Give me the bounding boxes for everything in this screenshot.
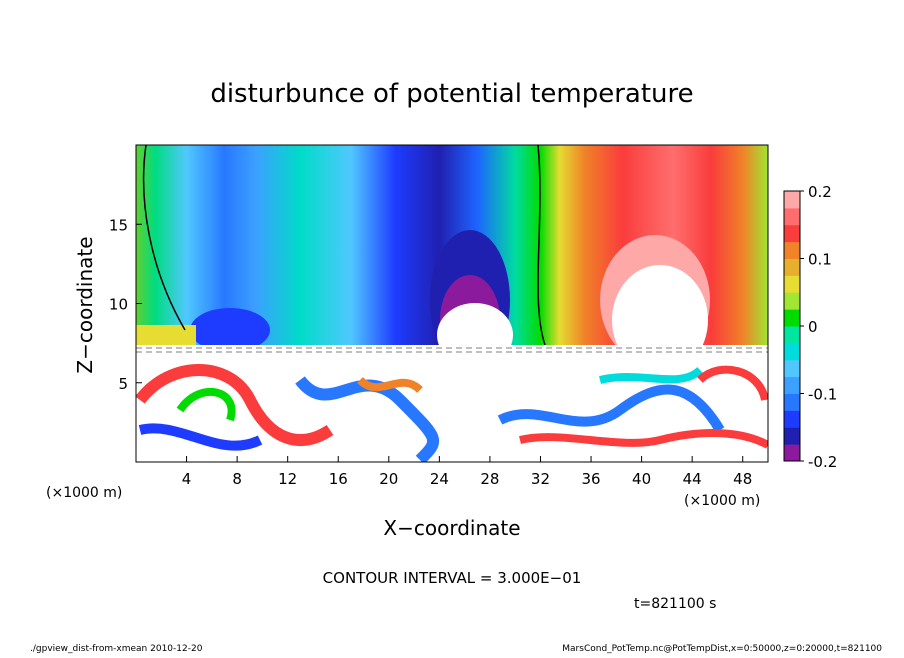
colorbar-tick-label: -0.1 <box>808 386 837 404</box>
colorbar-swatch <box>784 410 800 428</box>
field <box>136 145 768 462</box>
contour-interval: CONTOUR INTERVAL = 3.000E−01 <box>323 569 582 587</box>
x-tick-label: 12 <box>278 470 297 488</box>
y-tick-label: 5 <box>118 375 128 393</box>
x-tick-label: 4 <box>182 470 192 488</box>
colorbar-swatch <box>784 359 800 378</box>
colorbar-tick-label: 0.2 <box>808 183 832 201</box>
x-axis-label: X−coordinate <box>383 516 520 540</box>
x-tick-label: 24 <box>430 470 449 488</box>
colorbar-tick-label: -0.2 <box>808 453 837 471</box>
colorbar-swatch <box>784 393 800 411</box>
footer-left: ./gpview_dist-from-xmean 2010-12-20 <box>30 644 203 654</box>
x-tick-label: 40 <box>632 470 651 488</box>
colorbar-swatch <box>784 427 800 445</box>
colorbar-swatch <box>784 207 800 226</box>
x-tick-label: 32 <box>531 470 550 488</box>
colorbar-swatch <box>784 191 800 209</box>
y-axis-label: Z−coordinate <box>73 236 97 373</box>
y-tick-label: 10 <box>109 296 128 314</box>
x-tick-label: 48 <box>733 470 752 488</box>
colorbar-swatch <box>784 376 800 394</box>
colorbar-swatch <box>784 326 800 344</box>
chart-title: disturbunce of potential temperature <box>210 79 693 109</box>
x-tick-label: 44 <box>683 470 702 488</box>
footer-right: MarsCond_PotTemp.nc@PotTempDist,x=0:5000… <box>562 644 882 654</box>
colorbar-swatch <box>784 309 800 327</box>
colorbar-swatch <box>784 342 800 361</box>
y-unit: (×1000 m) <box>46 485 122 501</box>
colorbar-swatch <box>784 275 800 293</box>
colorbar-swatch <box>784 444 800 462</box>
x-unit: (×1000 m) <box>684 493 760 509</box>
y-tick-label: 15 <box>109 216 128 234</box>
colorbar-swatch <box>784 224 800 243</box>
colorbar-tick-label: 0 <box>808 318 818 336</box>
colorbar-swatch <box>784 241 800 259</box>
time-label: t=821100 s <box>634 596 716 612</box>
x-tick-label: 20 <box>379 470 398 488</box>
colorbar-tick-label: 0.1 <box>808 251 832 269</box>
x-tick-label: 16 <box>329 470 348 488</box>
x-tick-label: 28 <box>480 470 499 488</box>
colorbar-swatch <box>784 292 800 310</box>
colorbar-swatch <box>784 258 800 276</box>
x-tick-label: 36 <box>581 470 600 488</box>
x-tick-label: 8 <box>232 470 242 488</box>
